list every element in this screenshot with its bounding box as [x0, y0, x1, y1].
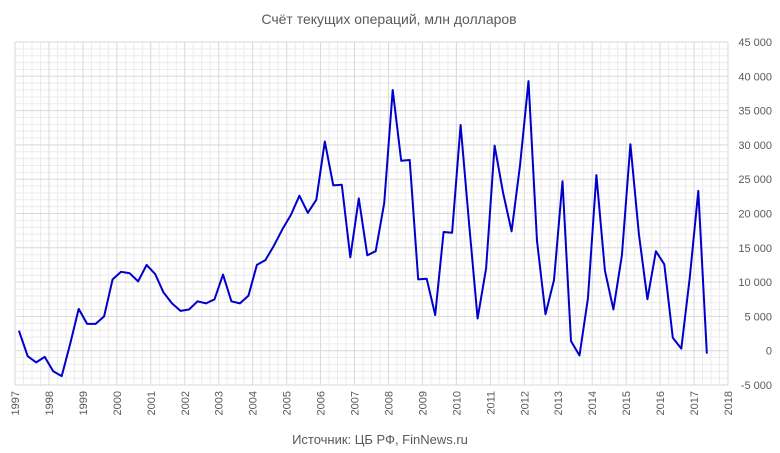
x-tick-label: 2007 [350, 391, 362, 415]
x-tick-label: 2017 [689, 391, 701, 415]
y-tick-label: 30 000 [738, 140, 772, 152]
x-tick-label: 1997 [10, 391, 22, 415]
y-tick-label: 45 000 [738, 37, 772, 49]
x-tick-label: 2008 [383, 391, 395, 415]
x-tick-label: 2011 [485, 391, 497, 415]
x-tick-label: 2016 [655, 391, 667, 415]
grid [14, 41, 729, 386]
x-tick-label: 2014 [587, 391, 599, 415]
x-tick-label: 2002 [180, 391, 192, 415]
y-tick-label: 15 000 [738, 243, 772, 255]
series-line [18, 80, 708, 378]
series-layer [18, 80, 708, 378]
y-tick-label: 0 [766, 346, 772, 358]
y-axis-ticks: -5 000 0 5 000 10 000 15 000 20 000 25 000 30 0… [738, 37, 772, 392]
x-tick-label: 2001 [146, 391, 158, 415]
x-tick-label: 2018 [723, 391, 735, 415]
x-tick-label: 2006 [316, 391, 328, 415]
chart-title: Счёт текущих операций, млн долларов [261, 11, 516, 27]
y-tick-label: 35 000 [738, 106, 772, 118]
y-tick-label: 20 000 [738, 209, 772, 221]
x-tick-label: 2013 [553, 391, 565, 415]
x-tick-label: 2009 [417, 391, 429, 415]
x-tick-label: 1998 [44, 391, 56, 415]
y-tick-label: 40 000 [738, 71, 772, 83]
x-tick-label: 1999 [78, 391, 90, 415]
x-tick-label: 2005 [282, 391, 294, 415]
x-tick-label: 2003 [214, 391, 226, 415]
x-tick-label: 2010 [451, 391, 463, 415]
x-tick-label: 2000 [112, 391, 124, 415]
chart-source: Источник: ЦБ РФ, FinNews.ru [292, 432, 468, 447]
y-tick-label: 25 000 [738, 174, 772, 186]
x-tick-label: 2015 [621, 391, 633, 415]
y-tick-label: 10 000 [738, 277, 772, 289]
x-axis-ticks: 1997 1998 1999 2000 2001 2002 2003 2004 2005 2006… [10, 391, 735, 415]
y-tick-label: -5 000 [741, 380, 772, 392]
x-tick-label: 2004 [248, 391, 260, 415]
y-tick-label: 5 000 [744, 311, 772, 323]
x-tick-label: 2012 [519, 391, 531, 415]
